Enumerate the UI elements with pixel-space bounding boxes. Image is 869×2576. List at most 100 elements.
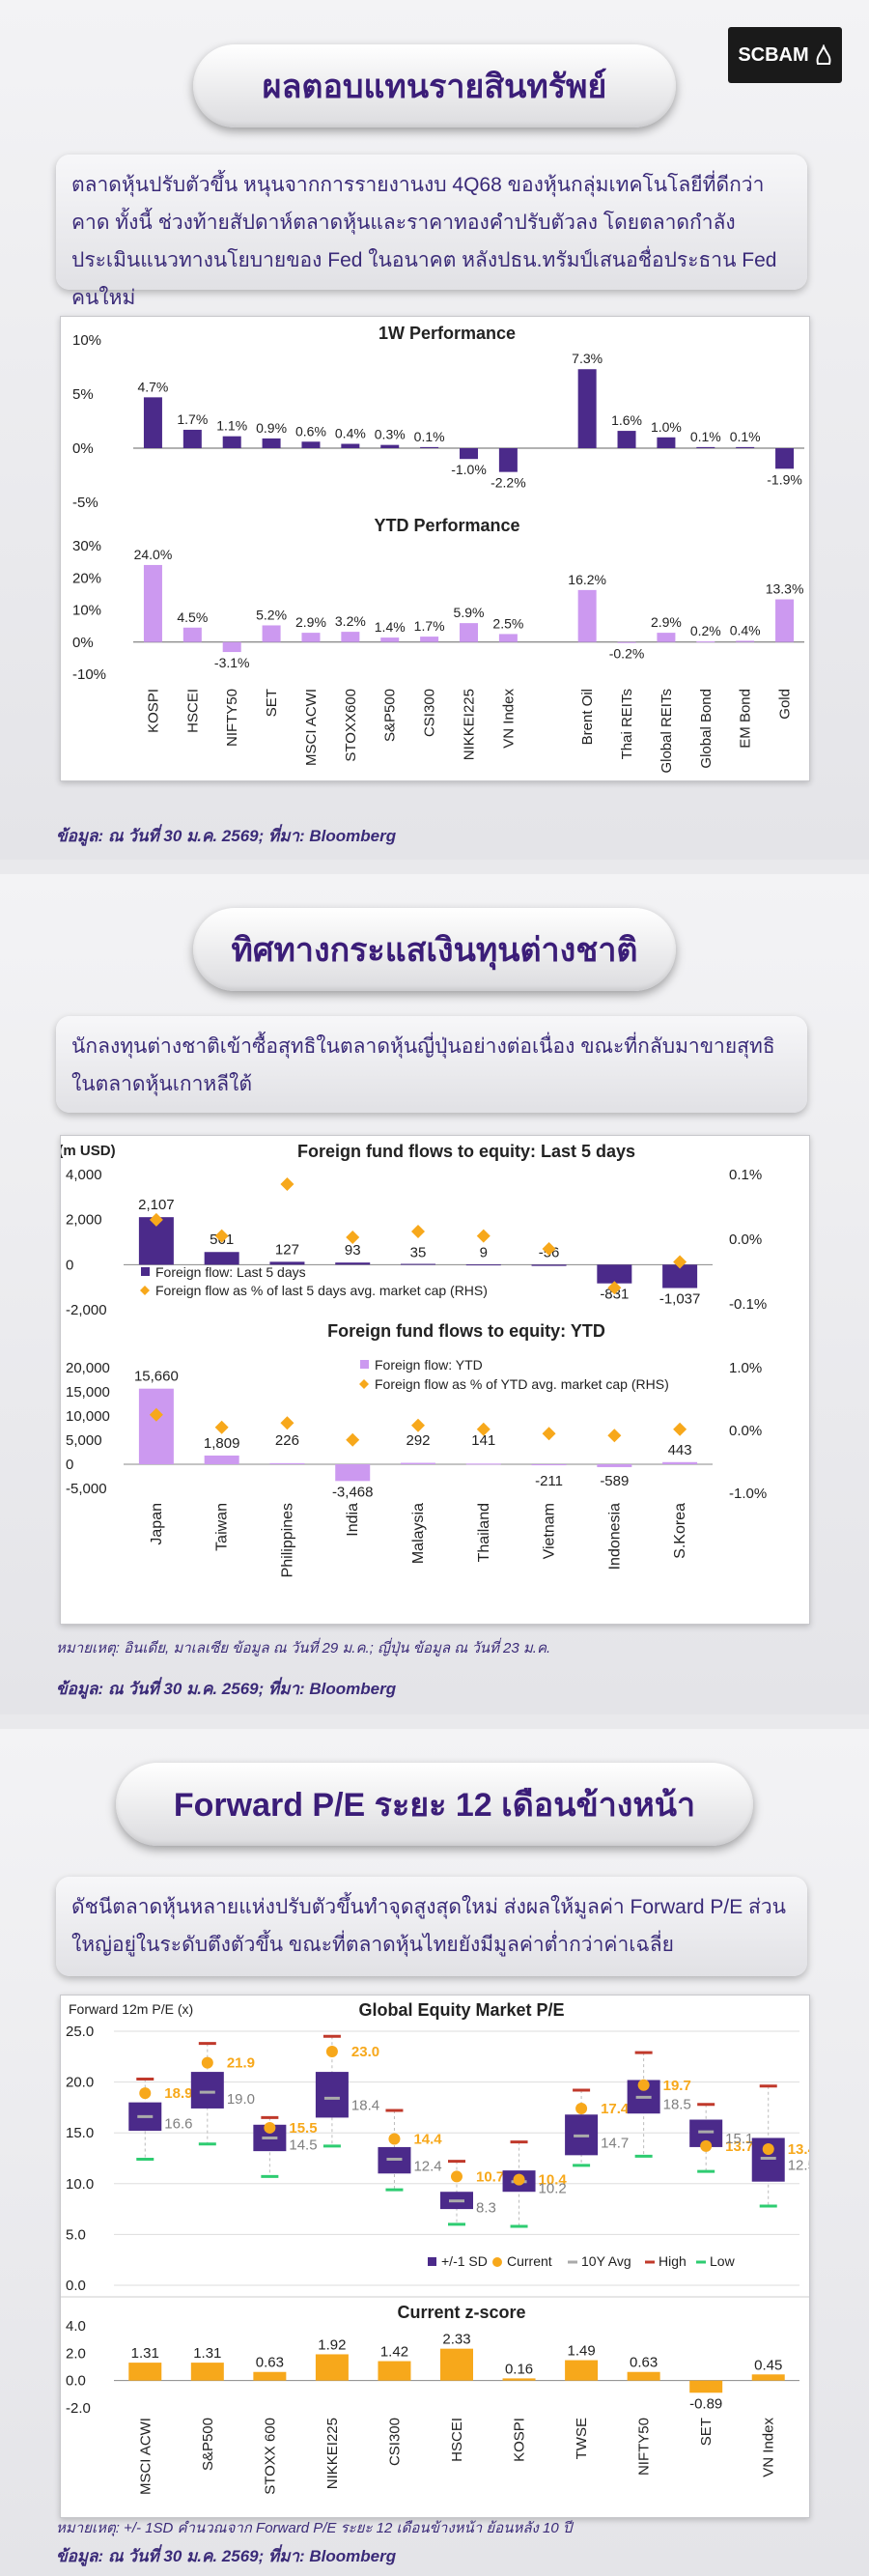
flows-5d-legend-bar: Foreign flow: Last 5 days bbox=[155, 1264, 306, 1280]
perf-ytd-ytick: -10% bbox=[72, 666, 106, 683]
perf-1w-bar bbox=[577, 369, 597, 448]
perf-1w-data-label: 0.3% bbox=[375, 427, 406, 442]
pe-current-marker bbox=[575, 2102, 588, 2114]
perf-ytd-ytick: 30% bbox=[72, 538, 101, 554]
flows-ytd-bar bbox=[531, 1464, 567, 1466]
zscore-data-label: 0.63 bbox=[630, 2355, 658, 2371]
perf-ytd-bar bbox=[617, 641, 636, 643]
pe-legend-sd-swatch bbox=[428, 2257, 436, 2266]
pe-avg-label: 15.1 bbox=[725, 2131, 753, 2147]
flows-ytd-ytick: -5,000 bbox=[66, 1481, 107, 1497]
perf-ytd-data-label: -3.1% bbox=[214, 655, 250, 670]
flows-category-label: S.Korea bbox=[672, 1503, 688, 1559]
perf-ytd-bar bbox=[420, 637, 439, 642]
flows-ytd-legend-pct: Foreign flow as % of YTD avg. market cap… bbox=[375, 1376, 669, 1392]
flows-category-label: Malaysia bbox=[410, 1503, 427, 1564]
pe-current-label: 10.4 bbox=[539, 2172, 568, 2189]
pe-legend-current-swatch bbox=[492, 2257, 502, 2267]
flows-5d-pct-marker bbox=[411, 1224, 425, 1238]
perf-1w-ytick: 0% bbox=[72, 440, 94, 457]
perf-ytd-title: YTD Performance bbox=[374, 516, 519, 535]
perf-category-label: Gold bbox=[777, 689, 794, 720]
zscore-data-label: 2.33 bbox=[442, 2332, 470, 2348]
flows-category-label: Vietnam bbox=[542, 1503, 558, 1559]
zscore-bar bbox=[689, 2380, 723, 2393]
perf-1w-bar bbox=[222, 436, 241, 448]
zscore-bar bbox=[378, 2361, 411, 2381]
section3-source: ข้อมูล: ณ วันที่ 30 ม.ค. 2569; ที่มา: Bl… bbox=[56, 2547, 397, 2565]
perf-1w-bar bbox=[143, 397, 162, 448]
pe-category-label: HSCEI bbox=[449, 2418, 465, 2462]
perf-ytd-data-label: 5.2% bbox=[256, 607, 287, 622]
perf-ytd-data-label: 13.3% bbox=[766, 581, 804, 597]
zscore-data-label: 1.42 bbox=[380, 2344, 408, 2361]
flows-ytd-pct-marker bbox=[542, 1427, 556, 1441]
flows-ytd-pct-marker bbox=[607, 1429, 622, 1443]
flows-5d-bar bbox=[597, 1264, 632, 1284]
pe-current-label: 15.5 bbox=[289, 2120, 317, 2137]
flows-5d-pct-marker bbox=[607, 1281, 622, 1295]
perf-1w-bar bbox=[460, 448, 478, 460]
perf-ytd-data-label: 0.4% bbox=[730, 622, 761, 637]
flows-5d-ytick: -2,000 bbox=[66, 1302, 107, 1318]
section1-source: ข้อมูล: ณ วันที่ 30 ม.ค. 2569; ที่มา: Bl… bbox=[56, 827, 397, 845]
performance-chart: 1W Performance 10% 5% 0% -5% 4.7% 1.7% 1.1% 0.9%… bbox=[72, 324, 804, 774]
perf-1w-data-label: 1.1% bbox=[216, 418, 247, 434]
zscore-data-label: 1.31 bbox=[131, 2345, 159, 2362]
perf-1w-bar bbox=[736, 446, 755, 448]
flows-category-label: Japan bbox=[149, 1503, 165, 1545]
pe-ytick: 25.0 bbox=[66, 2024, 94, 2040]
pe-ytick: 20.0 bbox=[66, 2075, 94, 2091]
pe-current-label: 17.4 bbox=[601, 2101, 630, 2117]
flows-chart: (m USD) Foreign fund flows to equity: Las… bbox=[61, 1142, 767, 1577]
flows-5d-bar bbox=[335, 1262, 371, 1265]
flows-5d-y2tick: 0.0% bbox=[729, 1231, 762, 1248]
pe-current-label: 13.4 bbox=[788, 2141, 809, 2158]
section2-source: ข้อมูล: ณ วันที่ 30 ม.ค. 2569; ที่มา: Bl… bbox=[56, 1680, 397, 1698]
perf-1w-data-label: 0.4% bbox=[335, 426, 366, 441]
flows-5d-bar bbox=[531, 1264, 567, 1266]
perf-category-label: MSCI ACWI bbox=[303, 689, 320, 766]
pe-current-label: 23.0 bbox=[351, 2044, 379, 2060]
perf-ytd-bar bbox=[775, 599, 795, 642]
flows-ytd-data-label: -589 bbox=[600, 1473, 629, 1489]
flows-5d-bar bbox=[401, 1263, 435, 1265]
perf-ytd-data-label: 3.2% bbox=[335, 613, 366, 629]
pe-chart: Forward 12m P/E (x) Global Equity Market … bbox=[61, 2000, 809, 2495]
flows-ytd-bar bbox=[204, 1455, 239, 1464]
brand-name: SCBAM bbox=[738, 43, 809, 66]
pe-category-label: KOSPI bbox=[512, 2418, 528, 2462]
pe-ytick: 5.0 bbox=[66, 2226, 86, 2243]
perf-1w-ytick: 5% bbox=[72, 386, 94, 403]
perf-1w-data-label: 0.9% bbox=[256, 420, 287, 436]
pe-chart-box: Forward 12m P/E (x) Global Equity Market … bbox=[60, 1995, 810, 2518]
flows-5d-pct-marker bbox=[214, 1229, 229, 1243]
flows-ytd-data-label: -3,468 bbox=[332, 1484, 374, 1500]
perf-ytd-data-label: -0.2% bbox=[609, 645, 645, 661]
section2-title: ทิศทางกระแสเงินทุนต่างชาติ bbox=[193, 908, 676, 991]
pe-current-label: 14.4 bbox=[413, 2132, 442, 2148]
flows-ytd-data-label: 15,660 bbox=[134, 1369, 179, 1385]
zscore-data-label: 1.92 bbox=[318, 2336, 346, 2353]
flows-ytd-data-label: 141 bbox=[471, 1432, 495, 1449]
perf-ytd-data-label: 2.9% bbox=[651, 614, 682, 630]
pe-category-label: NIFTY50 bbox=[636, 2418, 653, 2476]
pe-legend-high: High bbox=[659, 2253, 687, 2269]
perf-category-label: NIKKEI225 bbox=[462, 689, 478, 760]
pe-ytick: 15.0 bbox=[66, 2125, 94, 2141]
pe-avg-label: 12.5 bbox=[788, 2158, 809, 2174]
zscore-bar bbox=[190, 2363, 224, 2381]
perf-1w-data-label: 1.7% bbox=[177, 411, 208, 427]
pe-ylabel: Forward 12m P/E (x) bbox=[69, 2001, 193, 2017]
flows-ytd-data-label: 226 bbox=[275, 1432, 299, 1449]
pe-current-label: 18.9 bbox=[164, 2085, 192, 2102]
perf-ytd-data-label: 1.4% bbox=[375, 619, 406, 635]
flows-5d-pct-marker bbox=[476, 1229, 491, 1243]
perf-ytd-bar bbox=[498, 634, 518, 642]
flows-chart-box: (m USD) Foreign fund flows to equity: Las… bbox=[60, 1135, 810, 1625]
section1-summary: ตลาดหุ้นปรับตัวขึ้น หนุนจากการรายงานงบ 4… bbox=[56, 155, 807, 309]
zscore-bar bbox=[565, 2360, 599, 2381]
perf-category-label: CSI300 bbox=[422, 689, 438, 737]
flows-5d-pct-marker bbox=[346, 1230, 360, 1244]
flows-ytd-pct-marker bbox=[149, 1407, 163, 1422]
